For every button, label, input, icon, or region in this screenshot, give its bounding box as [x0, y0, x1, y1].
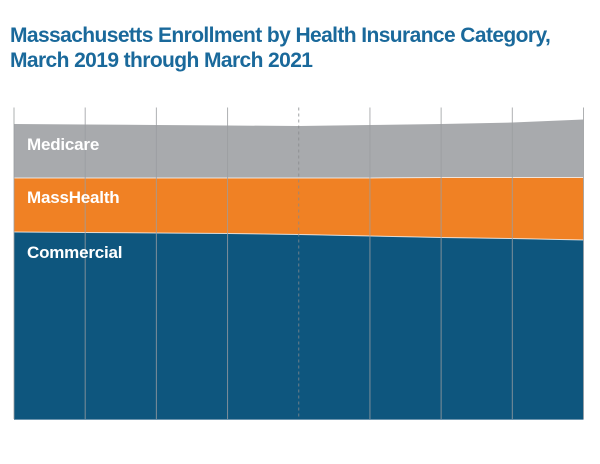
band-label-masshealth: MassHealth [27, 188, 120, 207]
band-boundary-line [14, 177, 584, 179]
chart-title-line1: Massachusetts Enrollment by Health Insur… [10, 24, 551, 47]
chart-title: Massachusetts Enrollment by Health Insur… [10, 24, 551, 73]
band-label-commercial: Commercial [27, 243, 123, 262]
band-label-medicare: Medicare [27, 135, 100, 154]
chart-title-line2: March 2019 through March 2021 [10, 48, 313, 72]
